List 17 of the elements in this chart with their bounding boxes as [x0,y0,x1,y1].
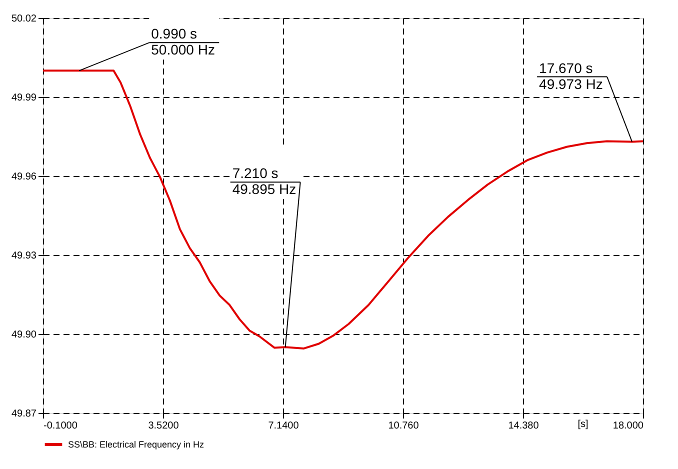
x-tick-label: 14.380 [508,420,540,432]
y-tick-label: 49.90 [11,330,37,340]
x-tick-label: 7.1400 [268,420,300,432]
legend-label: SS\BB: Electrical Frequency in Hz [68,440,205,450]
x-tick-label: 3.5200 [148,420,180,432]
x-tick-label: 18.000 [612,420,644,432]
x-tick-label: -0.1000 [44,420,78,432]
y-tick-label: 49.99 [11,92,37,104]
y-tick-label: 49.87 [11,408,37,420]
annotation: 7.210 s 49.895 Hz [232,165,296,198]
annotation: 0.990 s 50.000 Hz [151,26,215,58]
x-tick-label: 10.760 [388,420,420,432]
y-tick-label: 49.93 [11,250,37,262]
y-tick-label: 50.02 [11,14,37,24]
y-tick-label: 49.96 [11,172,37,182]
annotation: 17.670 s 49.973 Hz [539,60,603,92]
x-axis-title: [s] [578,419,588,430]
